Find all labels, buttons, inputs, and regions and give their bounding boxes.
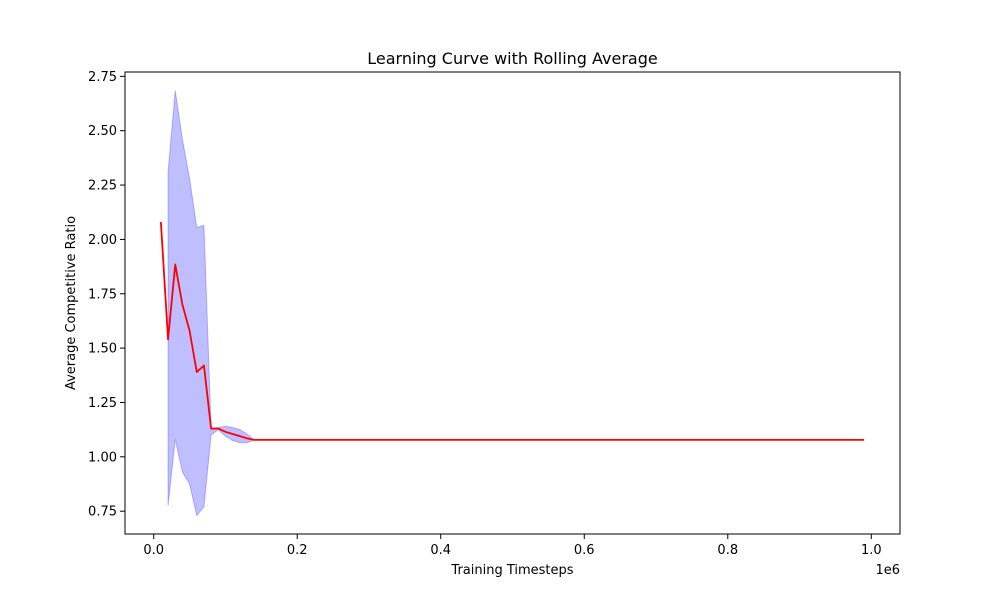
- x-tick-label: 0.6: [574, 543, 595, 558]
- x-axis-offset-label: 1e6: [875, 563, 900, 578]
- y-axis-label: Average Competitive Ratio: [64, 216, 79, 390]
- y-tick-label: 1.25: [88, 396, 117, 411]
- rolling-std-band: [167, 90, 256, 517]
- rolling-average-line: [159, 221, 865, 441]
- x-tick-label: 0.4: [430, 543, 451, 558]
- y-tick-label: 2.75: [88, 70, 117, 85]
- band-layer: [167, 90, 256, 517]
- line-layer: [159, 221, 865, 441]
- plot-frame: [124, 71, 901, 535]
- y-tick-label: 1.75: [88, 287, 117, 302]
- y-tick-label: 2.00: [88, 233, 117, 248]
- y-tick-label: 0.75: [88, 505, 117, 520]
- x-tick-label: 0.8: [717, 543, 738, 558]
- y-tick-label: 1.00: [88, 450, 117, 465]
- y-tick-label: 1.50: [88, 342, 117, 357]
- y-axis-ticks: 0.75 1.00 1.25 1.50 1.75 2.00 2.25 2.50 2.75: [88, 70, 125, 520]
- y-tick-label: 2.25: [88, 179, 117, 194]
- x-axis-ticks: 0.0 0.2 0.4 0.6 0.8 1.0: [143, 534, 882, 558]
- x-tick-label: 1.0: [861, 543, 882, 558]
- y-tick-label: 2.50: [88, 124, 117, 139]
- x-tick-label: 0.2: [287, 543, 308, 558]
- x-tick-label: 0.0: [143, 543, 164, 558]
- chart-title: Learning Curve with Rolling Average: [367, 49, 657, 68]
- x-axis-label: Training Timesteps: [450, 563, 573, 578]
